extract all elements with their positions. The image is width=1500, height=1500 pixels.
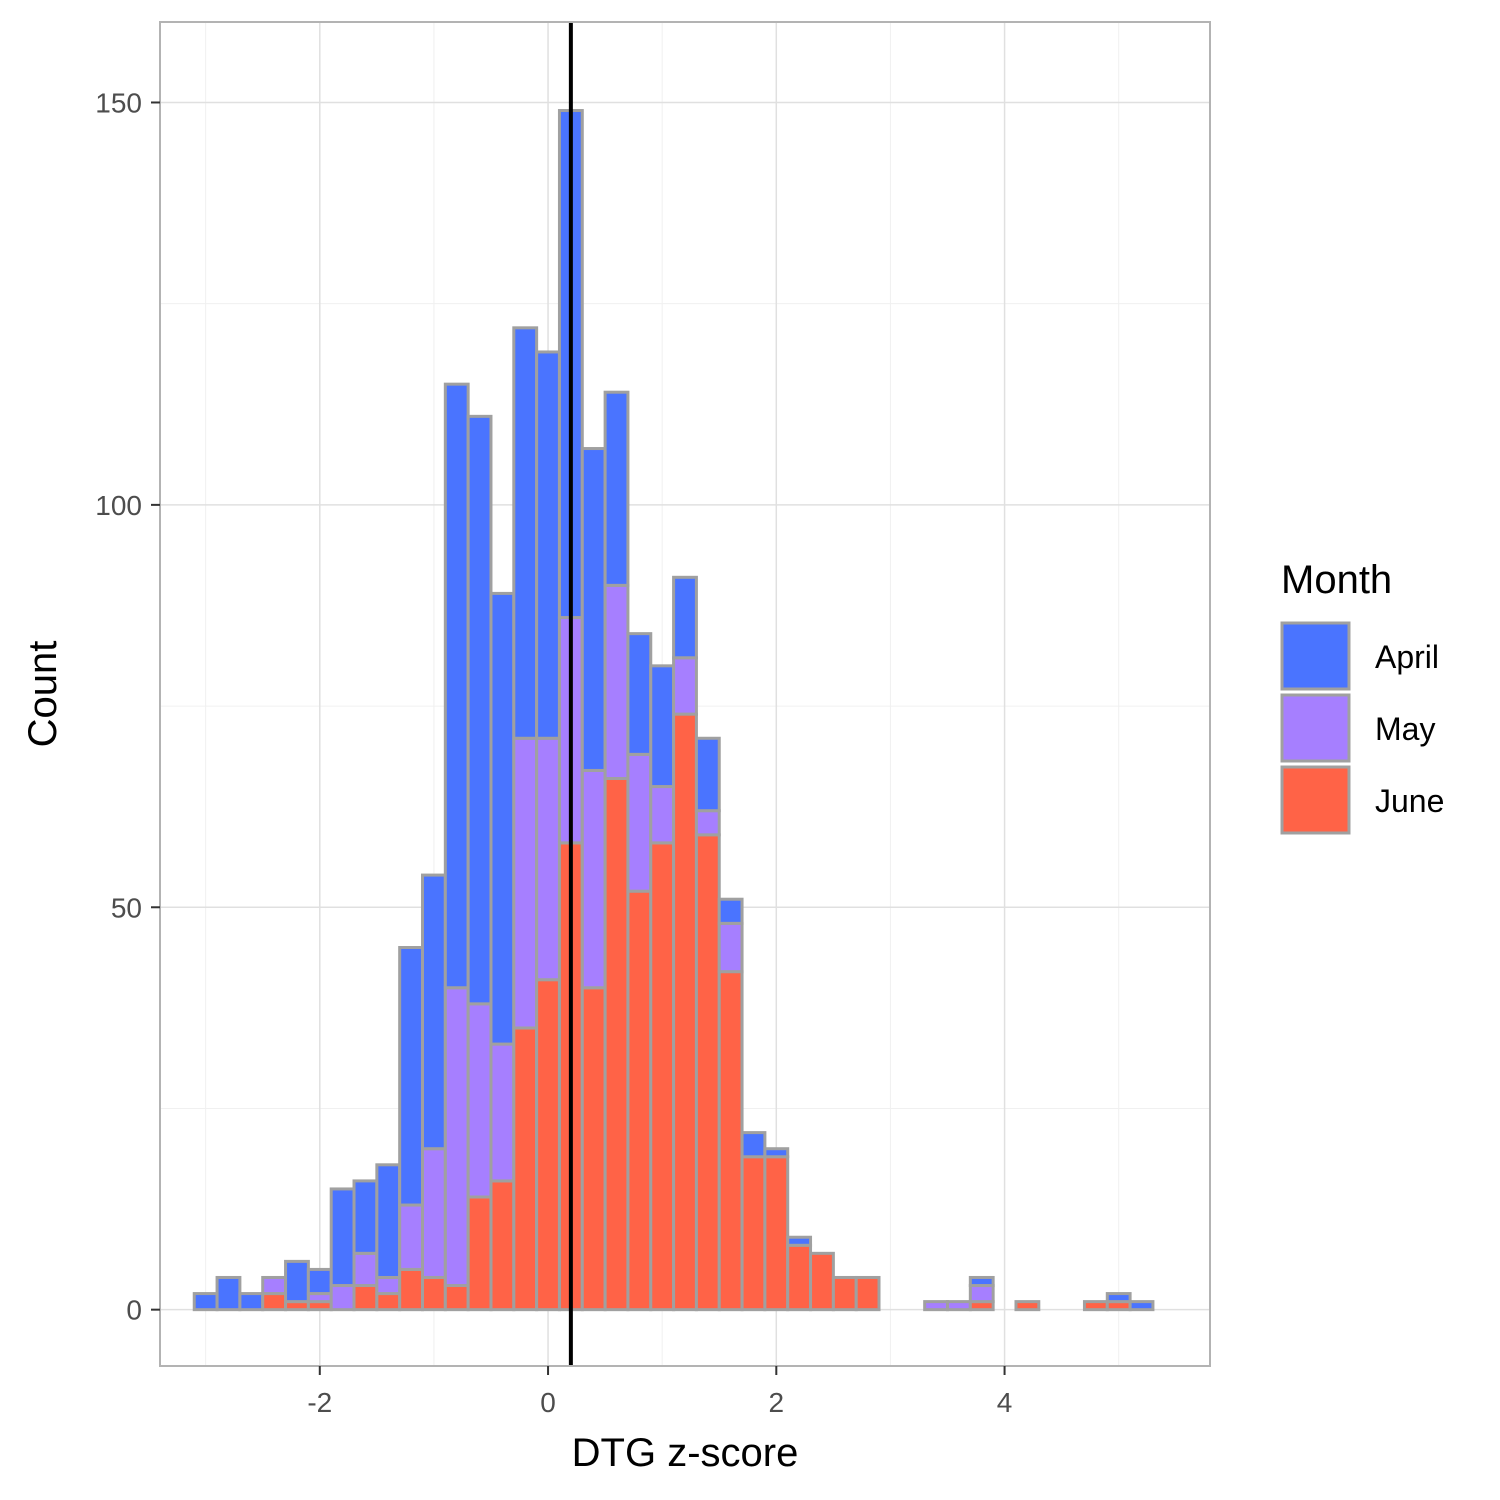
bar-april <box>535 350 561 740</box>
bar-may <box>329 1284 356 1312</box>
bar-april <box>192 1292 219 1312</box>
bar-june <box>580 986 607 1312</box>
bar-june <box>352 1284 379 1312</box>
legend-label-may: May <box>1375 711 1435 747</box>
bar-june <box>489 1179 516 1312</box>
bar-april <box>694 736 721 813</box>
bar-april <box>786 1235 813 1247</box>
bar-june <box>375 1292 402 1312</box>
bar-april <box>375 1163 402 1279</box>
bar-may <box>603 583 630 781</box>
bar-june <box>261 1292 288 1312</box>
bar-april <box>306 1267 333 1296</box>
y-tick-label: 150 <box>95 87 142 118</box>
legend-label-april: April <box>1375 639 1439 675</box>
bar-may <box>535 736 561 982</box>
bar-april <box>603 390 630 587</box>
bar-april <box>763 1147 790 1159</box>
bar-april <box>968 1275 995 1288</box>
bar-june <box>809 1251 835 1312</box>
bar-may <box>466 1002 493 1199</box>
y-tick-label: 0 <box>126 1295 142 1326</box>
x-tick-label: 4 <box>997 1387 1013 1418</box>
bar-june <box>603 777 630 1312</box>
legend-key-may <box>1280 693 1351 763</box>
legend-key-april <box>1280 621 1351 691</box>
bar-june <box>854 1275 881 1312</box>
bar-may <box>923 1300 949 1312</box>
bar-june <box>1014 1300 1041 1312</box>
bar-may <box>968 1284 995 1304</box>
bar-june <box>512 1026 539 1312</box>
bar-april <box>398 946 425 1207</box>
bar-may <box>694 809 721 837</box>
y-axis-title: Count <box>21 641 65 748</box>
legend-title: Month <box>1281 558 1392 602</box>
bar-may <box>375 1275 402 1296</box>
bar-june <box>535 978 561 1312</box>
bar-april <box>1105 1292 1132 1304</box>
bar-june <box>649 841 676 1312</box>
bar-june <box>398 1267 425 1312</box>
bar-april <box>284 1259 310 1304</box>
bar-may <box>398 1203 425 1271</box>
bar-april <box>421 873 447 1151</box>
bar-may <box>421 1147 447 1279</box>
legend-key-june <box>1280 765 1351 835</box>
bar-april <box>489 591 516 1046</box>
bar-april <box>443 382 470 990</box>
bar-april <box>649 664 676 789</box>
bar-april <box>672 575 698 660</box>
bar-june <box>763 1155 790 1312</box>
bar-june <box>626 889 653 1312</box>
bar-june <box>786 1243 813 1312</box>
bar-april <box>215 1275 242 1312</box>
bar-may <box>649 785 676 845</box>
legend-label-june: June <box>1375 783 1444 819</box>
bar-april <box>717 897 744 925</box>
bar-june <box>694 833 721 1312</box>
bar-may <box>512 736 539 1030</box>
y-tick-label: 100 <box>95 490 142 521</box>
bar-april <box>352 1179 379 1255</box>
x-tick-label: -2 <box>307 1387 332 1418</box>
bar-june <box>1082 1300 1109 1312</box>
bar-april <box>238 1292 265 1312</box>
bar-june <box>672 712 698 1312</box>
bar-june <box>717 970 744 1312</box>
bar-june <box>421 1275 447 1312</box>
bar-june <box>831 1275 858 1312</box>
bar-may <box>261 1275 288 1296</box>
bar-may <box>946 1300 972 1312</box>
bar-may <box>489 1042 516 1183</box>
x-axis-title: DTG z-score <box>572 1431 799 1475</box>
y-tick-label: 50 <box>111 892 142 923</box>
x-tick-label: 0 <box>540 1387 556 1418</box>
y-axis-ticks: 0 50 100 150 <box>95 87 160 1326</box>
x-axis-ticks: -2 0 2 4 <box>307 1366 1012 1418</box>
bar-april <box>740 1131 767 1159</box>
x-tick-label: 2 <box>769 1387 785 1418</box>
bar-april <box>626 632 653 756</box>
bar-may <box>443 986 470 1288</box>
bar-may <box>352 1251 379 1288</box>
bar-april <box>580 447 607 772</box>
bar-june <box>740 1155 767 1312</box>
panel-border <box>159 21 1211 1367</box>
legend: Month April May June <box>1280 558 1444 835</box>
bar-may <box>580 768 607 990</box>
bar-may <box>717 921 744 974</box>
bar-april <box>1128 1300 1155 1312</box>
bar-april <box>512 326 539 740</box>
bar-june <box>443 1284 470 1312</box>
bar-may <box>626 752 653 893</box>
bar-april <box>329 1187 356 1288</box>
bar-june <box>466 1195 493 1312</box>
bar-april <box>466 414 493 1006</box>
bar-may <box>672 656 698 716</box>
